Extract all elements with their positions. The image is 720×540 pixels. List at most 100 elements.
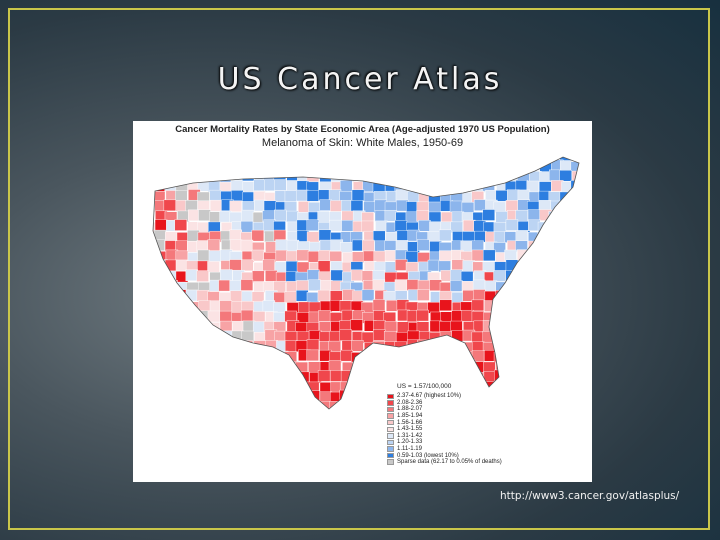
map-region-cell — [515, 269, 529, 281]
map-region-cell — [286, 239, 300, 252]
map-region-cell — [516, 311, 529, 324]
map-region-cell — [406, 157, 419, 163]
map-region-cell — [383, 349, 397, 362]
map-subtitle: Melanoma of Skin: White Males, 1950-69 — [261, 137, 464, 149]
map-region-cell — [241, 209, 254, 222]
map-region-cell — [582, 232, 592, 243]
map-region-cell — [165, 280, 178, 292]
map-region-cell — [185, 391, 199, 403]
map-region-cell — [296, 280, 309, 292]
map-region-cell — [582, 341, 592, 352]
map-region-cell — [308, 279, 321, 291]
map-region-cell — [251, 249, 265, 262]
map-region-cell — [307, 390, 320, 402]
map-region-cell — [351, 169, 364, 181]
map-panel: Cancer Mortality Rates by State Economic… — [133, 121, 592, 482]
map-region-cell — [507, 369, 520, 381]
map-region-cell — [438, 171, 451, 183]
map-region-cell — [295, 157, 308, 164]
map-region-cell — [361, 331, 375, 344]
map-region-cell — [318, 160, 331, 173]
map-region-cell — [495, 321, 508, 333]
map-region-cell — [207, 379, 220, 392]
map-region-cell — [463, 219, 476, 232]
map-region-cell — [242, 361, 255, 374]
map-region-cell — [516, 289, 530, 302]
map-region-cell — [153, 169, 155, 182]
legend-heading: US = 1.57/100,000 — [397, 383, 452, 390]
map-region-cell — [219, 310, 233, 323]
map-region-cell — [428, 211, 442, 224]
map-region-cell — [262, 349, 275, 362]
map-region-cell — [218, 157, 231, 164]
map-region-cell — [528, 249, 542, 261]
map-region-cell — [441, 160, 454, 173]
map-region-cell — [584, 361, 592, 372]
map-region-cell — [504, 159, 517, 172]
map-region-cell — [340, 157, 354, 161]
map-region-cell — [449, 360, 462, 372]
legend-item: 1.85-1.94 — [387, 413, 587, 420]
map-region-cell — [572, 261, 579, 273]
map-region-cell — [582, 351, 592, 362]
map-region-cell — [240, 309, 254, 322]
map-region-cell — [352, 380, 366, 392]
map-region-cell — [275, 380, 288, 393]
map-region-cell — [284, 340, 298, 352]
map-region-cell — [449, 170, 462, 182]
map-region-cell — [518, 371, 531, 383]
map-region-cell — [417, 339, 430, 352]
map-region-cell — [317, 211, 330, 223]
map-region-cell — [196, 270, 209, 282]
map-region-cell — [395, 240, 409, 252]
map-region-cell — [197, 411, 209, 422]
map-region-cell — [307, 162, 321, 174]
map-region-cell — [439, 181, 452, 193]
map-region-cell — [253, 402, 267, 409]
map-region-cell — [494, 157, 508, 164]
map-region-cell — [438, 369, 451, 381]
map-region-cell — [240, 159, 253, 171]
map-region-cell — [196, 371, 210, 383]
map-region-cell — [253, 179, 266, 192]
legend-item: 1.88-2.07 — [387, 406, 587, 413]
map-region-cell — [407, 369, 421, 382]
map-region-cell — [374, 412, 386, 423]
map-region-cell — [504, 361, 517, 374]
map-region-cell — [240, 221, 254, 233]
map-region-cell — [394, 341, 407, 353]
map-region-cell — [196, 320, 210, 333]
map-region-cell — [329, 219, 342, 232]
map-region-cell — [396, 369, 409, 381]
map-region-cell — [386, 300, 399, 312]
map-region-cell — [516, 281, 529, 293]
map-region-cell — [438, 339, 452, 351]
legend-swatch — [387, 393, 394, 400]
map-region-cell — [515, 230, 529, 242]
map-region-cell — [582, 220, 592, 231]
map-region-cell — [560, 352, 573, 364]
map-region-cell — [504, 309, 517, 322]
map-region-cell — [318, 189, 331, 202]
map-region-cell — [351, 400, 364, 409]
map-region-cell — [207, 310, 221, 323]
legend-item: 0.59-1.03 (lowest 10%) — [387, 452, 587, 459]
map-region-cell — [473, 289, 486, 301]
map-region-cell — [374, 170, 387, 183]
map-region-cell — [394, 220, 408, 232]
map-region-cell — [230, 341, 243, 354]
map-region-cell — [438, 157, 451, 162]
map-region-cell — [252, 411, 264, 422]
map-region-cell — [275, 249, 289, 262]
map-region-cell — [571, 241, 579, 253]
map-region-cell — [339, 242, 353, 254]
map-region-cell — [372, 399, 386, 409]
map-region-cell — [528, 269, 542, 282]
map-region-cell — [319, 157, 332, 162]
map-region-cell — [484, 159, 498, 172]
map-region-cell — [251, 229, 265, 242]
map-region-cell — [220, 360, 233, 373]
map-region-cell — [274, 209, 287, 222]
map-region-cell — [317, 289, 331, 302]
slide-title: US Cancer Atlas — [217, 62, 503, 97]
